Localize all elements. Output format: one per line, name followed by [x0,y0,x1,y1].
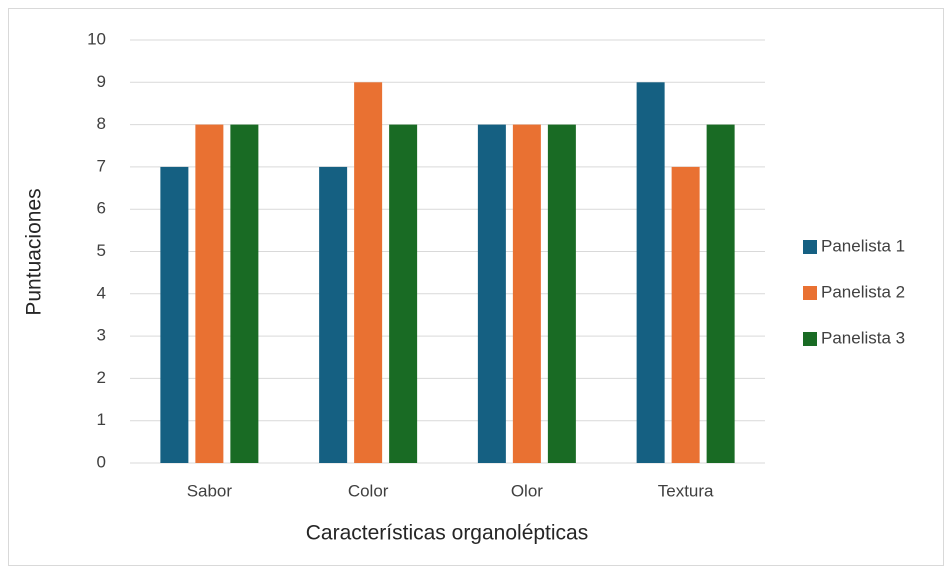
bar [354,82,383,464]
y-tick-label: 5 [97,241,106,260]
y-tick-label: 9 [97,72,106,91]
bar [319,166,348,463]
legend-swatch [803,286,817,300]
legend-label: Panelista 1 [821,236,905,255]
bar [512,124,541,463]
legend-label: Panelista 2 [821,282,905,301]
bar [195,124,224,463]
legend-swatch [803,240,817,254]
bar [706,124,735,463]
legend-swatch [803,332,817,346]
y-tick-label: 6 [97,199,106,218]
x-tick-label: Sabor [187,481,233,500]
bar [547,124,576,463]
y-tick-label: 10 [87,29,106,48]
y-tick-label: 3 [97,326,106,345]
bar [230,124,259,463]
legend-label: Panelista 3 [821,328,905,347]
y-tick-label: 4 [97,283,106,302]
bar [389,124,418,463]
bar [636,82,665,464]
y-tick-label: 8 [97,114,106,133]
x-tick-label: Color [348,481,389,500]
x-tick-label: Olor [511,481,543,500]
y-tick-label: 7 [97,156,106,175]
bar [160,166,189,463]
bar [671,166,700,463]
y-tick-label: 2 [97,368,106,387]
y-tick-label: 1 [97,410,106,429]
x-axis-title: Características organolépticas [306,522,588,545]
y-tick-label: 0 [97,452,106,471]
y-axis-title: Puntuaciones [23,188,46,315]
x-tick-label: Textura [658,481,714,500]
bar [477,124,506,463]
